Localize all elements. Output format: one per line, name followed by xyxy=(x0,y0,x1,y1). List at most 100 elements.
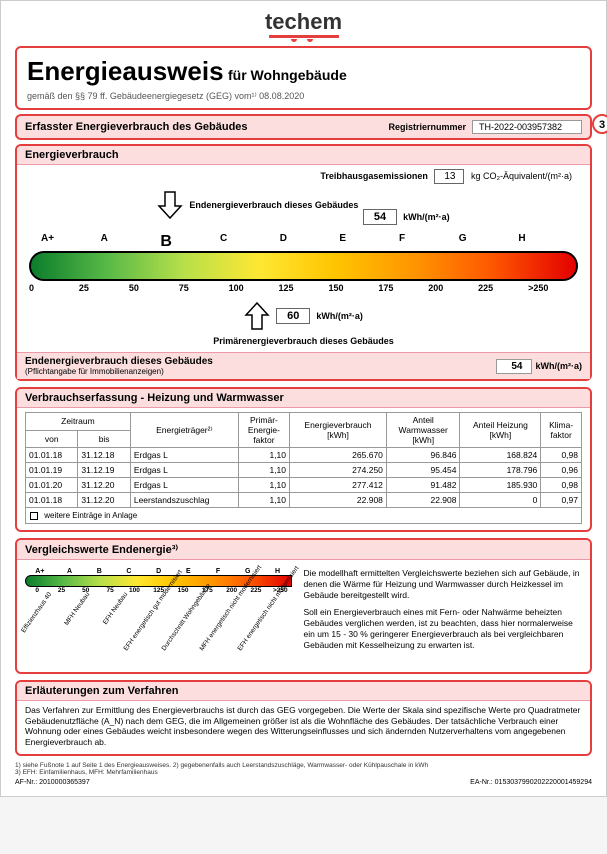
comparison-p2: Soll ein Energieverbrauch eines mit Fern… xyxy=(304,607,583,651)
arrow-down-icon xyxy=(157,190,183,220)
registration-label: Erfasster Energieverbrauch des Gebäudes xyxy=(25,121,388,133)
consumption-table: Zeitraum Energieträger²⁾ Primär- Energie… xyxy=(25,412,582,508)
cell-verbrauch: 265.670 xyxy=(290,448,387,463)
scale-class-G: G xyxy=(459,233,519,251)
cell-ww: 96.846 xyxy=(386,448,460,463)
mini-tick: 25 xyxy=(49,587,73,594)
table-title: Verbrauchserfassung - Heizung und Warmwa… xyxy=(17,389,590,408)
emission-unit: kg CO₂-Äquivalent/(m²·a) xyxy=(471,171,572,181)
primary-energy-value: 60 xyxy=(276,308,310,324)
th-bis: bis xyxy=(78,430,130,448)
reg-num-value: TH-2022-003957382 xyxy=(472,120,582,134)
cell-heiz: 168.824 xyxy=(460,448,541,463)
emission-row: Treibhausgasemissionen 13 kg CO₂-Äquival… xyxy=(25,169,582,184)
cell-verbrauch: 22.908 xyxy=(290,493,387,508)
primary-energy-block: 60 kWh/(m²·a) Primärenergieverbrauch die… xyxy=(25,299,582,346)
end-banner-sub: (Pflichtangabe für Immobilienanzeigen) xyxy=(25,367,496,376)
table-row: 01.01.1831.12.18Erdgas L1,10265.67096.84… xyxy=(26,448,582,463)
title-sub: für Wohngebäude xyxy=(228,67,347,83)
cell-traeger: Erdgas L xyxy=(130,478,238,493)
logo: techem xyxy=(15,9,592,38)
footnote-2: 3) EFH: Einfamilienhaus, MFH: Mehrfamili… xyxy=(15,769,592,777)
mini-class: B xyxy=(84,568,114,575)
scale-tick: 175 xyxy=(378,283,428,293)
scale-tick: >250 xyxy=(528,283,578,293)
th-traeger: Energieträger²⁾ xyxy=(130,413,238,448)
cell-pef: 1,10 xyxy=(238,478,289,493)
cell-ww: 22.908 xyxy=(386,493,460,508)
scale-class-H: H xyxy=(518,233,578,251)
cell-von: 01.01.18 xyxy=(26,448,78,463)
scale-class-E: E xyxy=(339,233,399,251)
table-section: Verbrauchserfassung - Heizung und Warmwa… xyxy=(15,387,592,532)
scale-tick: 75 xyxy=(179,283,229,293)
scale-class-A+: A+ xyxy=(41,233,101,251)
cell-verbrauch: 274.250 xyxy=(290,463,387,478)
scale-bar xyxy=(29,251,578,281)
mini-class: C xyxy=(114,568,144,575)
table-row: 01.01.1831.12.20Leerstandszuschlag1,1022… xyxy=(26,493,582,508)
th-verbrauch: Energieverbrauch [kWh] xyxy=(290,413,387,448)
mini-tick: 150 xyxy=(171,587,195,594)
cell-von: 01.01.18 xyxy=(26,493,78,508)
explanation-section: Erläuterungen zum Verfahren Das Verfahre… xyxy=(15,680,592,756)
cell-bis: 31.12.18 xyxy=(78,448,130,463)
primary-energy-label: Primärenergieverbrauch dieses Gebäudes xyxy=(25,336,582,346)
cell-von: 01.01.19 xyxy=(26,463,78,478)
table-row: 01.01.2031.12.20Erdgas L1,10277.41291.48… xyxy=(26,478,582,493)
scale-tick: 200 xyxy=(428,283,478,293)
cell-ww: 91.482 xyxy=(386,478,460,493)
arrow-up-icon xyxy=(244,301,270,331)
end-banner-value: 54 xyxy=(496,359,532,374)
comparison-scale: A+ABCDEFGH 0255075100125150175200225>250… xyxy=(25,564,292,666)
comparison-p1: Die modellhaft ermittelten Vergleichswer… xyxy=(304,568,583,601)
explanation-text: Das Verfahren zur Ermittlung des Energie… xyxy=(25,705,582,748)
comparison-title: Vergleichswerte Endenergie³⁾ xyxy=(17,540,590,560)
th-von: von xyxy=(26,430,78,448)
scale-class-D: D xyxy=(280,233,340,251)
cell-klima: 0,96 xyxy=(541,463,582,478)
title-section: Energieausweis für Wohngebäude gemäß den… xyxy=(15,46,592,110)
law-line: gemäß den §§ 79 ff. Gebäudeenergiegesetz… xyxy=(27,91,580,102)
scale-tick: 100 xyxy=(229,283,279,293)
emission-label: Treibhausgasemissionen xyxy=(320,171,428,181)
th-ww: Anteil Warmwasser [kWh] xyxy=(386,413,460,448)
footnote-1: 1) siehe Fußnote 1 auf Seite 1 des Energ… xyxy=(15,762,592,770)
cell-heiz: 0 xyxy=(460,493,541,508)
end-energy-banner: Endenergieverbrauch dieses Gebäudes (Pfl… xyxy=(17,352,590,379)
scale-tick: 25 xyxy=(79,283,129,293)
consumption-title: Energieverbrauch xyxy=(17,146,590,165)
logo-underline xyxy=(269,35,339,38)
title-main: Energieausweis xyxy=(27,56,224,86)
scale-tick: 50 xyxy=(129,283,179,293)
scale-class-labels: A+ABCDEFGH xyxy=(29,233,578,251)
cell-heiz: 185.930 xyxy=(460,478,541,493)
explanation-title: Erläuterungen zum Verfahren xyxy=(17,682,590,701)
mini-class: F xyxy=(203,568,233,575)
footer-row: AF-Nr.: 2010000365397 EA-Nr.: 0153037990… xyxy=(15,779,592,786)
scale-tick: 125 xyxy=(279,283,329,293)
cell-klima: 0,97 xyxy=(541,493,582,508)
cell-von: 01.01.20 xyxy=(26,478,78,493)
th-klima: Klima- faktor xyxy=(541,413,582,448)
cell-ww: 95.454 xyxy=(386,463,460,478)
scale-class-A: A xyxy=(101,233,161,251)
end-banner-unit: kWh/(m²·a) xyxy=(536,361,583,371)
end-energy-block: Endenergieverbrauch dieses Gebäudes 54 k… xyxy=(25,188,582,227)
th-zeitraum: Zeitraum xyxy=(26,413,131,431)
cell-klima: 0,98 xyxy=(541,478,582,493)
scale-tick: 225 xyxy=(478,283,528,293)
cell-traeger: Erdgas L xyxy=(130,463,238,478)
ea-number: EA-Nr.: 0153037990202220001459294 xyxy=(470,779,592,786)
end-energy-label: Endenergieverbrauch dieses Gebäudes xyxy=(189,200,358,210)
cell-klima: 0,98 xyxy=(541,448,582,463)
th-pef: Primär- Energie- faktor xyxy=(238,413,289,448)
more-entries-checkbox[interactable] xyxy=(30,512,38,520)
scale-ticks: 0255075100125150175200225>250 xyxy=(29,283,578,293)
comparison-section: Vergleichswerte Endenergie³⁾ A+ABCDEFGH … xyxy=(15,538,592,674)
scale-class-F: F xyxy=(399,233,459,251)
energy-scale: A+ABCDEFGH 0255075100125150175200225>250 xyxy=(29,233,578,293)
scale-tick: 150 xyxy=(328,283,378,293)
logo-text: techem xyxy=(265,9,342,34)
building-type-labels: Effizienzhaus 40MFH NeubauEFH NeubauEFH … xyxy=(25,596,292,666)
